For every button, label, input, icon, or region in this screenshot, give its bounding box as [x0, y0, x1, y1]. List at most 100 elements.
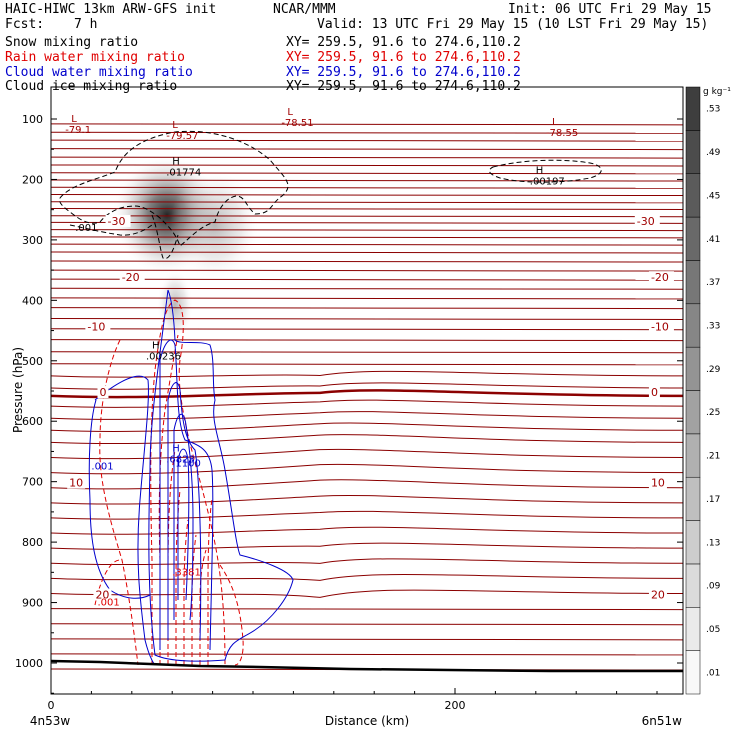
- temperature-label-bg: [93, 588, 112, 601]
- temperature-label-bg: [648, 476, 667, 489]
- temperature-contour-line: [51, 229, 683, 232]
- colorbar-swatch: [685, 303, 701, 348]
- temperature-label: -10: [651, 321, 669, 334]
- temperature-contour-line: [51, 653, 683, 656]
- contour-label: .001: [97, 598, 119, 609]
- temperature-label: -10: [87, 321, 105, 334]
- init-time: Init: 06 UTC Fri 29 May 15: [508, 2, 712, 17]
- x-axis: 0 200: [48, 688, 658, 712]
- extremum-marker: L: [71, 114, 77, 125]
- extremum-marker: L: [552, 117, 558, 128]
- y-tick-label: 500: [22, 355, 43, 368]
- y-tick-label: 100: [22, 113, 43, 126]
- temperature-contour-line: [51, 317, 683, 320]
- temperature-label: 0: [99, 386, 106, 399]
- temperature-contour-line: [51, 139, 683, 142]
- contour-label: .001: [91, 462, 113, 473]
- colorbar-label: .49: [706, 148, 721, 158]
- temperature-label-bg: [648, 386, 660, 399]
- temperature-contour-line: [51, 278, 683, 281]
- terrain-line: [50, 659, 683, 673]
- colorbar-unit: g kg⁻¹: [703, 87, 731, 97]
- colorbar-label: .37: [706, 278, 720, 288]
- temperature-contour-line: [51, 510, 683, 520]
- temperature-contour-line: [51, 463, 683, 475]
- contour-label: .3381: [172, 567, 201, 578]
- y-tick-label: 900: [22, 597, 43, 610]
- colorbar-label: .09: [706, 582, 721, 592]
- y-tick-label: 1000: [15, 657, 43, 670]
- extremum-marker: L: [172, 120, 178, 131]
- valid-time: Valid: 13 UTC Fri 29 May 15 (10 LST Fri …: [317, 17, 709, 32]
- temperature-label: 20: [651, 589, 665, 602]
- temperature-contour-line: [51, 215, 683, 218]
- temperature-label-bg: [648, 320, 674, 333]
- x-axis-title: Distance (km): [325, 714, 409, 728]
- temperature-label-bg: [648, 588, 667, 601]
- colorbar-swatch: [685, 650, 701, 695]
- temperature-contour-line: [51, 399, 683, 408]
- temperature-label-bg: [648, 271, 674, 284]
- temperature-contour-line: [51, 221, 683, 224]
- y-axis-title: Pressure (hPa): [11, 347, 25, 433]
- temperature-label-bg: [67, 476, 86, 489]
- temperature-contour-line: [51, 411, 683, 420]
- extremum-value: .00197: [530, 176, 565, 187]
- temperature-contour-line: [51, 201, 683, 204]
- field-xy-cloud-ice: XY= 259.5, 91.6 to 274.6,110.2: [286, 79, 521, 94]
- temperature-label: -30: [637, 215, 655, 228]
- forecast-hour: 7 h: [74, 17, 98, 32]
- contour-label: .001: [75, 223, 97, 234]
- temperature-contour-line: [51, 363, 683, 366]
- temperature-contour-line: [51, 156, 683, 159]
- forecast-label: Fcst:: [5, 17, 45, 32]
- temperature-contour-line: [51, 370, 683, 378]
- colorbar-label: .13: [706, 538, 720, 548]
- colorbar-label: .25: [706, 408, 720, 418]
- temperature-contour-line: [51, 131, 683, 134]
- colorbar-label: .33: [706, 321, 720, 331]
- field-name-cloud-water: Cloud water mixing ratio: [5, 65, 193, 80]
- temperature-contour-line: [51, 164, 683, 167]
- extremum-marker: H: [536, 165, 544, 176]
- y-tick-label: 800: [22, 536, 43, 549]
- temperature-contour-line: [51, 422, 683, 432]
- extremum-value: .6823: [166, 454, 195, 465]
- colorbar-label: .53: [706, 105, 720, 115]
- colorbar-swatch: [685, 563, 701, 608]
- extremum-value: .00236: [146, 352, 181, 363]
- endpoint-left-label: 4n53w: [30, 714, 71, 728]
- temperature-contour-line: [51, 351, 683, 354]
- temperature-contour-line: [51, 307, 683, 310]
- y-tick-label: 600: [22, 415, 43, 428]
- colorbar-swatch: [685, 173, 701, 218]
- y-tick-label: 400: [22, 294, 43, 307]
- extremum-marker: L: [287, 107, 293, 118]
- temperature-contour-line: [51, 260, 683, 263]
- temperature-contour-line: [51, 148, 683, 151]
- field-xy-snow: XY= 259.5, 91.6 to 274.6,110.2: [286, 35, 521, 50]
- temperature-contour-line: [51, 123, 683, 126]
- temperature-label: -30: [108, 215, 126, 228]
- y-tick-label: 200: [22, 173, 43, 186]
- temperature-contour-line: [51, 297, 683, 300]
- temperature-contour-line: [51, 328, 683, 331]
- temperature-contour-line: [51, 243, 683, 246]
- extremum-value: -78.51: [281, 118, 313, 129]
- colorbar-label: .41: [706, 235, 720, 245]
- field-xy-cloud-water: XY= 259.5, 91.6 to 274.6,110.2: [286, 65, 521, 80]
- temperature-contour-line: [51, 573, 683, 581]
- temperature-contour-line: [51, 172, 683, 175]
- temperature-contour-line: [51, 589, 683, 598]
- temperature-contour-line: [51, 638, 683, 641]
- temperature-contour-line: [51, 623, 683, 626]
- temperature-contour-line: [51, 269, 683, 272]
- temperature-contour-line: [51, 434, 683, 445]
- cloud-water-contours: [88, 289, 294, 666]
- colorbar-label: .17: [706, 495, 720, 505]
- temperature-contour-line: [51, 608, 683, 611]
- temperature-contour-line: [51, 339, 683, 342]
- temperature-label-bg: [97, 386, 109, 399]
